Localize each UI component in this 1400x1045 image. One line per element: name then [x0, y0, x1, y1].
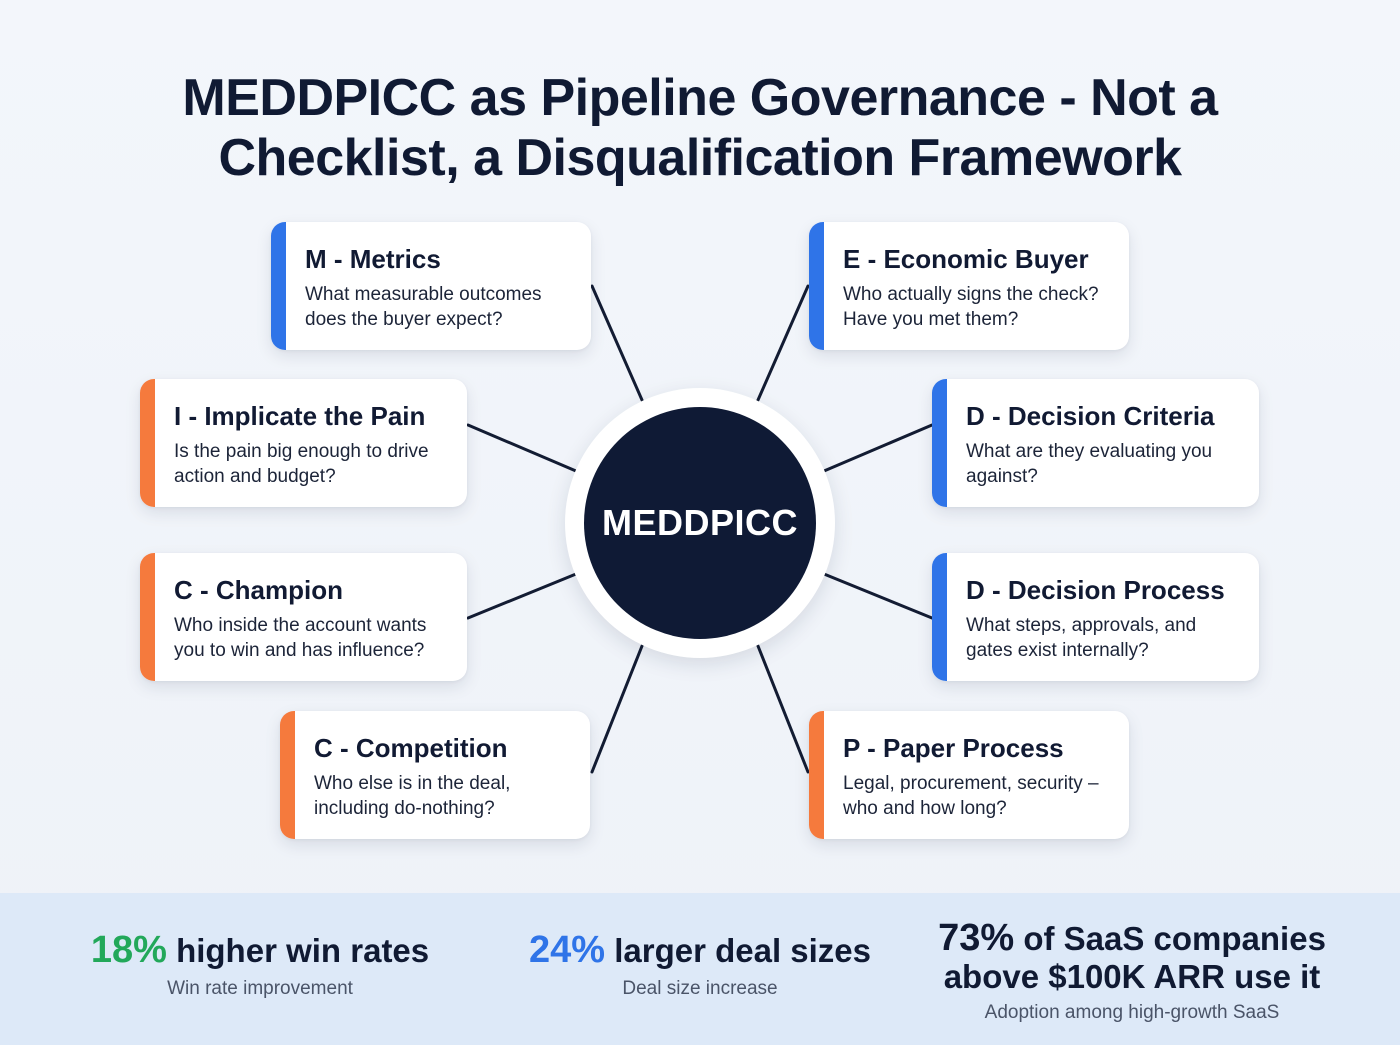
stat-caption: Adoption among high-growth SaaS [984, 1002, 1280, 1023]
accent-bar [932, 553, 947, 681]
card-heading: C - Champion [174, 575, 343, 605]
accent-bar [809, 222, 824, 350]
connector-competition [590, 644, 644, 774]
card-description: Who else is in the deal, including do-no… [314, 773, 511, 819]
stat-win-rate: 18% higher win rates Win rate improvemen… [60, 929, 460, 1000]
connector-metrics [590, 284, 644, 402]
stat-text: higher win rates [176, 932, 430, 969]
accent-bar [280, 711, 295, 839]
card-metrics: M - Metrics What measurable outcomes doe… [271, 222, 591, 350]
meddpicc-hub: MEDDPICC [584, 407, 816, 639]
connector-champion [466, 572, 578, 620]
card-heading: M - Metrics [305, 244, 441, 274]
card-description: Who inside the account wants you to win … [174, 615, 427, 661]
stats-band: 18% higher win rates Win rate improvemen… [0, 893, 1400, 1045]
stat-caption: Win rate improvement [167, 978, 353, 999]
stat-text-line-2: above $100K ARR use it [943, 958, 1321, 995]
card-description: What are they evaluating you against? [966, 441, 1213, 487]
card-economic-buyer: E - Economic Buyer Who actually signs th… [809, 222, 1129, 350]
accent-bar [140, 379, 155, 507]
connector-decision-criteria [822, 423, 934, 473]
card-champion: C - Champion Who inside the account want… [140, 553, 467, 681]
title-line-1: MEDDPICC as Pipeline Governance - Not a [182, 69, 1218, 127]
stat-value: 18% [90, 929, 167, 971]
connector-economic-buyer [756, 284, 810, 402]
card-heading: C - Competition [314, 733, 508, 763]
card-competition: C - Competition Who else is in the deal,… [280, 711, 590, 839]
stat-headline: 18% higher win rates [60, 929, 460, 972]
stat-headline: 24% larger deal sizes [500, 929, 900, 972]
connector-implicate-pain [466, 423, 578, 473]
connector-paper-process [756, 644, 810, 774]
stat-headline: 73% of SaaS companies above $100K ARR us… [920, 919, 1344, 996]
accent-bar [809, 711, 824, 839]
card-paper-process: P - Paper Process Legal, procurement, se… [809, 711, 1129, 839]
accent-bar [140, 553, 155, 681]
hub-label: MEDDPICC [601, 502, 798, 543]
stat-caption: Deal size increase [622, 978, 778, 999]
card-decision-criteria: D - Decision Criteria What are they eval… [932, 379, 1259, 507]
card-description: Who actually signs the check? Have you m… [843, 284, 1099, 330]
stat-text-line-1: of SaaS companies [1023, 920, 1326, 957]
card-description: Is the pain big enough to drive action a… [174, 441, 429, 487]
card-heading: P - Paper Process [843, 733, 1064, 763]
card-decision-process: D - Decision Process What steps, approva… [932, 553, 1259, 681]
title-line-2: Checklist, a Disqualification Framework [218, 129, 1182, 187]
stat-adoption: 73% of SaaS companies above $100K ARR us… [920, 919, 1344, 1024]
accent-bar [932, 379, 947, 507]
accent-bar [271, 222, 286, 350]
stat-value: 24% [528, 929, 606, 971]
stat-value: 73% [938, 917, 1015, 959]
card-implicate-pain: I - Implicate the Pain Is the pain big e… [140, 379, 467, 507]
card-heading: D - Decision Process [966, 575, 1225, 605]
card-heading: E - Economic Buyer [843, 244, 1089, 274]
stat-text: larger deal sizes [614, 932, 872, 969]
connector-decision-process [822, 572, 934, 620]
stat-deal-size: 24% larger deal sizes Deal size increase [500, 929, 900, 1000]
page-title: MEDDPICC as Pipeline Governance - Not a … [0, 68, 1400, 188]
card-description: What measurable outcomes does the buyer … [305, 284, 542, 330]
card-description: Legal, procurement, security – who and h… [843, 773, 1099, 819]
card-heading: D - Decision Criteria [966, 401, 1215, 431]
card-heading: I - Implicate the Pain [174, 401, 426, 431]
card-description: What steps, approvals, and gates exist i… [966, 615, 1197, 661]
